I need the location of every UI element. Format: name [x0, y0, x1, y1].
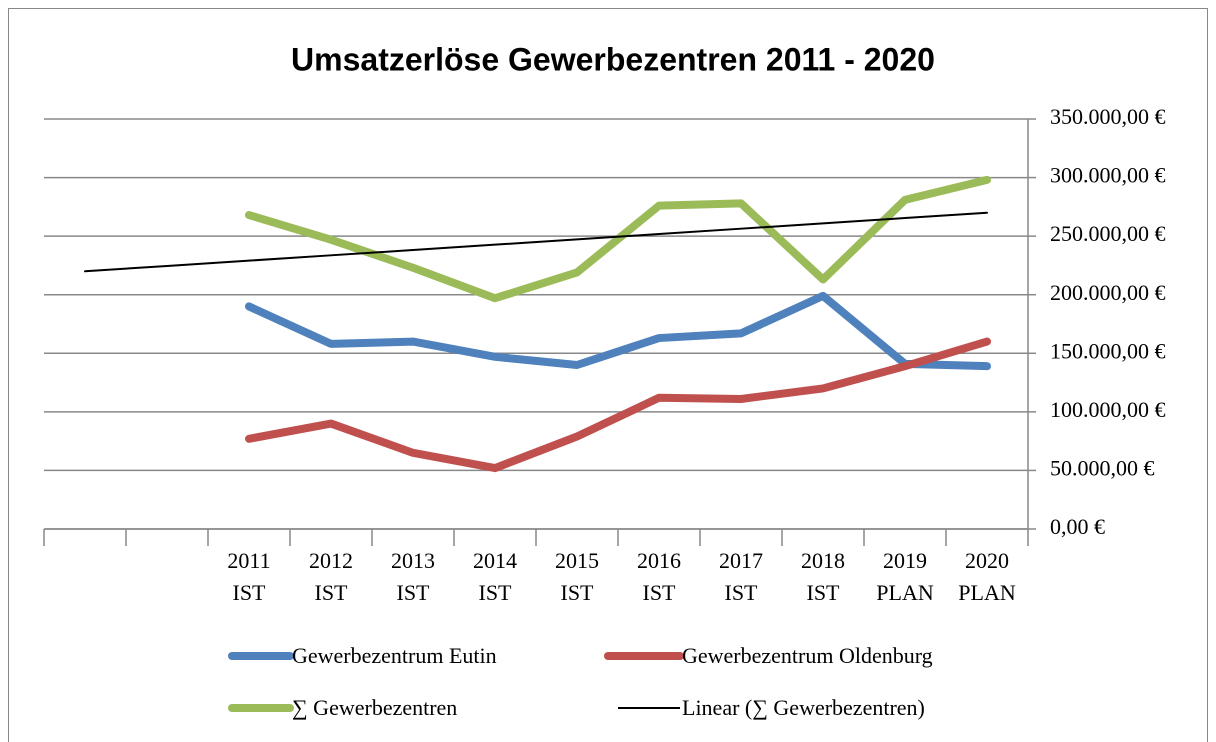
series-line — [245, 291, 991, 371]
series-line — [245, 337, 991, 473]
y-tick-label: 50.000,00 € — [1050, 455, 1155, 480]
x-tick-label: 2016 IST — [637, 548, 681, 605]
legend-label: Linear (∑ Gewerbezentren) — [682, 695, 925, 720]
y-tick-label: 300.000,00 € — [1050, 163, 1166, 188]
legend-label: Gewerbezentrum Eutin — [292, 643, 497, 668]
legend-label: Gewerbezentrum Oldenburg — [682, 643, 933, 668]
legend-label: ∑ Gewerbezentren — [292, 695, 457, 720]
y-tick-label: 0,00 € — [1050, 514, 1105, 539]
chart-border — [8, 8, 1208, 742]
x-tick-label: 2017 IST — [719, 548, 763, 605]
y-tick-label: 200.000,00 € — [1050, 280, 1166, 305]
x-tick-label: 2018 IST — [801, 548, 845, 605]
x-tick-label: 2015 IST — [555, 548, 599, 605]
series-line — [84, 211, 988, 273]
y-tick-label: 100.000,00 € — [1050, 397, 1166, 422]
x-tick-label: 2020 PLAN — [958, 548, 1016, 605]
x-tick-label: 2014 IST — [473, 548, 517, 605]
x-tick-label: 2013 IST — [391, 548, 435, 605]
y-tick-label: 350.000,00 € — [1050, 104, 1166, 129]
x-tick-label: 2012 IST — [309, 548, 353, 605]
chart-title: Umsatzerlöse Gewerbezentren 2011 - 2020 — [291, 41, 935, 77]
series-line — [245, 175, 991, 303]
y-tick-label: 150.000,00 € — [1050, 338, 1166, 363]
x-tick-label: 2019 PLAN — [876, 548, 934, 605]
x-tick-label: 2011 IST — [227, 548, 270, 605]
y-tick-label: 250.000,00 € — [1050, 221, 1166, 246]
